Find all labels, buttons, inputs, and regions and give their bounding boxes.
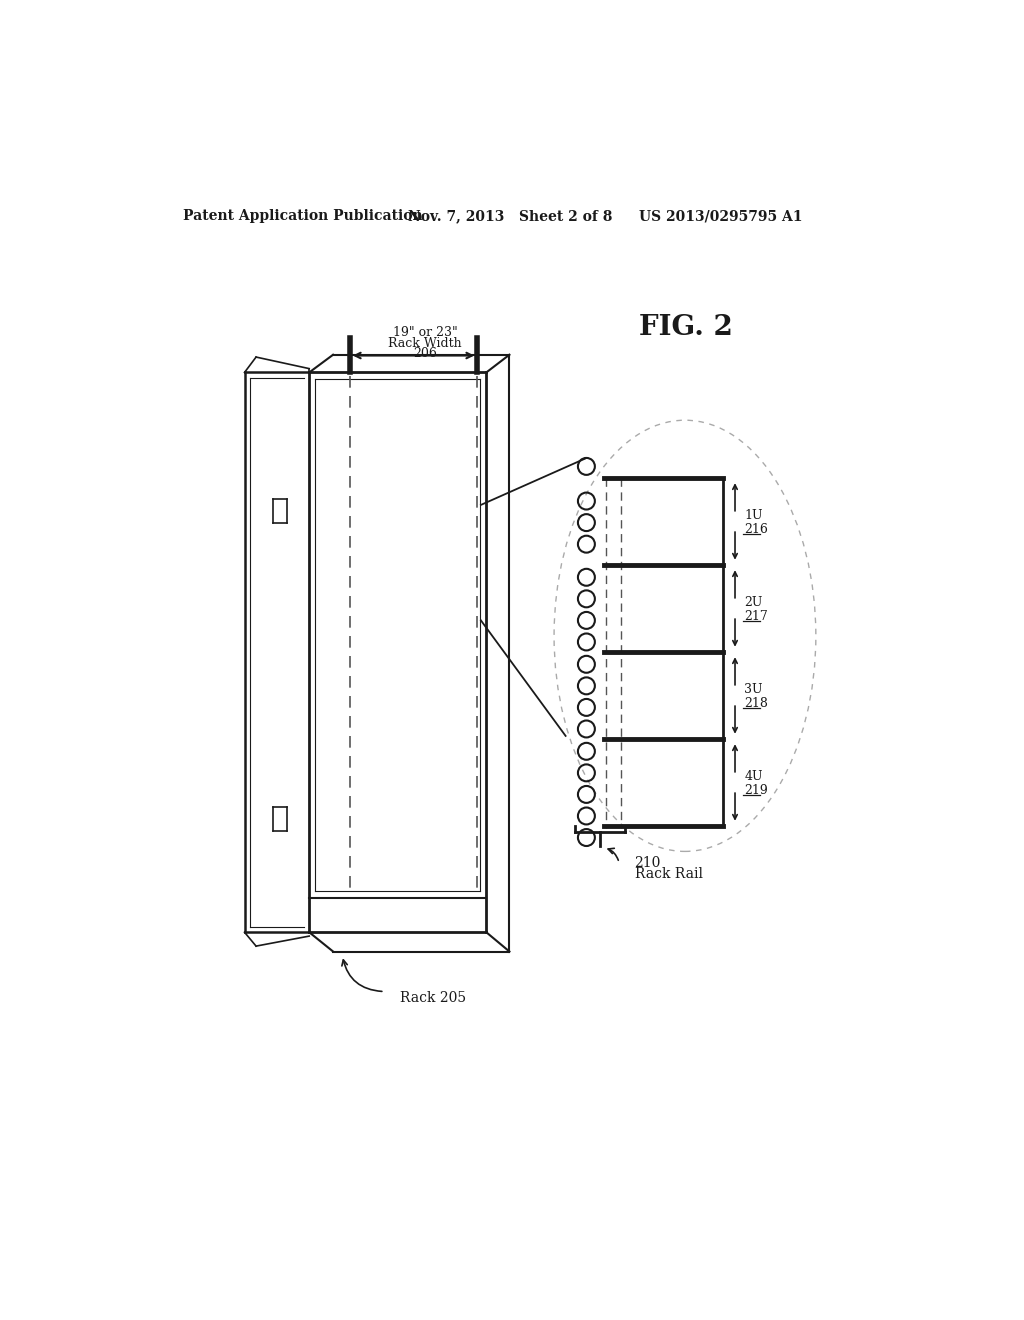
Text: Patent Application Publication: Patent Application Publication bbox=[183, 209, 423, 223]
Text: Rack Rail: Rack Rail bbox=[635, 867, 702, 882]
Text: 219: 219 bbox=[744, 784, 768, 797]
Text: Nov. 7, 2013   Sheet 2 of 8: Nov. 7, 2013 Sheet 2 of 8 bbox=[408, 209, 612, 223]
Text: US 2013/0295795 A1: US 2013/0295795 A1 bbox=[639, 209, 802, 223]
Text: FIG. 2: FIG. 2 bbox=[639, 314, 732, 342]
Text: 210: 210 bbox=[635, 855, 660, 870]
Text: 216: 216 bbox=[744, 523, 768, 536]
Text: 4U: 4U bbox=[744, 770, 763, 783]
Text: 3U: 3U bbox=[744, 682, 763, 696]
Text: 19" or 23": 19" or 23" bbox=[393, 326, 458, 339]
Text: 217: 217 bbox=[744, 610, 768, 623]
Text: 1U: 1U bbox=[744, 508, 763, 521]
Text: Rack 205: Rack 205 bbox=[400, 991, 466, 1005]
Text: 2U: 2U bbox=[744, 595, 763, 609]
Text: Rack Width: Rack Width bbox=[388, 337, 462, 350]
Text: 218: 218 bbox=[744, 697, 768, 710]
Text: 206: 206 bbox=[413, 347, 437, 360]
